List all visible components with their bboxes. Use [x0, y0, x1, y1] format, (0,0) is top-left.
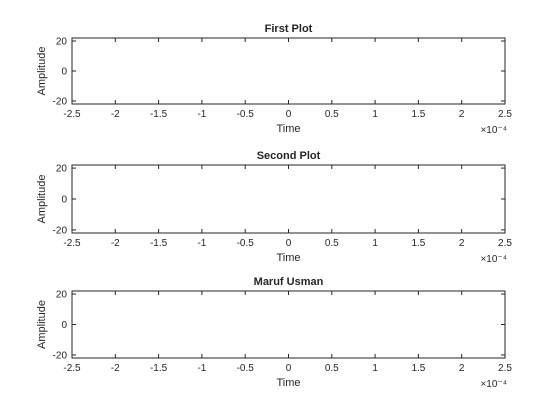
subplot-3: -2.5 -2 -1.5 -1 -0.5 0 0.5 1 1.5 2 2.5 -20 0 20 Maruf … [36, 276, 512, 390]
x-tick-label: -1.5 [150, 109, 168, 120]
x-tick-label: -0.5 [237, 238, 255, 249]
y-axis-label: Amplitude [36, 300, 48, 349]
x-tick-label: 2.5 [498, 238, 512, 249]
x-tick-label: -0.5 [237, 363, 255, 374]
x-tick-label: -1 [197, 238, 206, 249]
x-tick-label: 1.5 [411, 109, 425, 120]
y-tick-label: 20 [56, 37, 68, 48]
x-tick-label: 2 [459, 363, 465, 374]
x-tick-label: -1 [197, 109, 206, 120]
y-axis-label: Amplitude [36, 175, 48, 224]
x-tick-label: 2.5 [498, 363, 512, 374]
x-tick-label: 1.5 [411, 238, 425, 249]
subplot-2: -2.5 -2 -1.5 -1 -0.5 0 0.5 1 1.5 2 2.5 -20 0 20 Second… [36, 150, 512, 265]
axes-frame [71, 164, 506, 234]
x-tick-label: 0 [286, 238, 292, 249]
x-tick-label: 1.5 [411, 363, 425, 374]
x-tick-label: -1.5 [150, 363, 168, 374]
y-tick-label: -20 [53, 225, 68, 236]
x-tick-label: 2 [459, 109, 465, 120]
x-exponent-label: ×10⁻⁴ [480, 379, 507, 390]
x-tick-label: 0.5 [325, 363, 339, 374]
x-tick-label: -2 [111, 109, 120, 120]
chart-title: First Plot [265, 23, 313, 35]
x-tick-label: 1 [372, 109, 378, 120]
y-tick-label: 0 [61, 67, 67, 78]
x-axis-label: Time [276, 377, 300, 389]
x-tick-label: -2 [111, 238, 120, 249]
x-tick-label: -2.5 [63, 109, 81, 120]
y-tick-label: 20 [56, 290, 68, 301]
y-axis-label: Amplitude [36, 47, 48, 96]
x-tick-label: 0 [286, 363, 292, 374]
x-tick-label: 0 [286, 109, 292, 120]
y-tick-label: 0 [61, 320, 67, 331]
y-tick-label: -20 [53, 350, 68, 361]
x-exponent-label: ×10⁻⁴ [480, 254, 507, 265]
y-tick-label: 0 [61, 195, 67, 206]
axes-frame [71, 290, 506, 359]
chart-title: Maruf Usman [254, 276, 324, 288]
subplot-1: -2.5 -2 -1.5 -1 -0.5 0 0.5 1 1.5 2 2.5 -20 0 20 First … [36, 23, 512, 136]
x-tick-label: 0.5 [325, 109, 339, 120]
x-tick-label: 1 [372, 363, 378, 374]
y-tick-label: -20 [53, 97, 68, 108]
chart-title: Second Plot [257, 150, 321, 162]
x-tick-label: -0.5 [237, 109, 255, 120]
x-tick-label: 2 [459, 238, 465, 249]
x-tick-label: -2.5 [63, 238, 81, 249]
x-exponent-label: ×10⁻⁴ [480, 125, 507, 136]
y-tick-label: 20 [56, 164, 68, 175]
x-tick-label: -2.5 [63, 363, 81, 374]
axes-frame [71, 37, 506, 105]
x-tick-label: 1 [372, 238, 378, 249]
x-tick-label: -1.5 [150, 238, 168, 249]
x-tick-label: 0.5 [325, 238, 339, 249]
x-tick-label: -2 [111, 363, 120, 374]
x-axis-label: Time [276, 123, 300, 135]
x-tick-label: -1 [197, 363, 206, 374]
x-tick-label: 2.5 [498, 109, 512, 120]
x-axis-label: Time [276, 252, 300, 264]
